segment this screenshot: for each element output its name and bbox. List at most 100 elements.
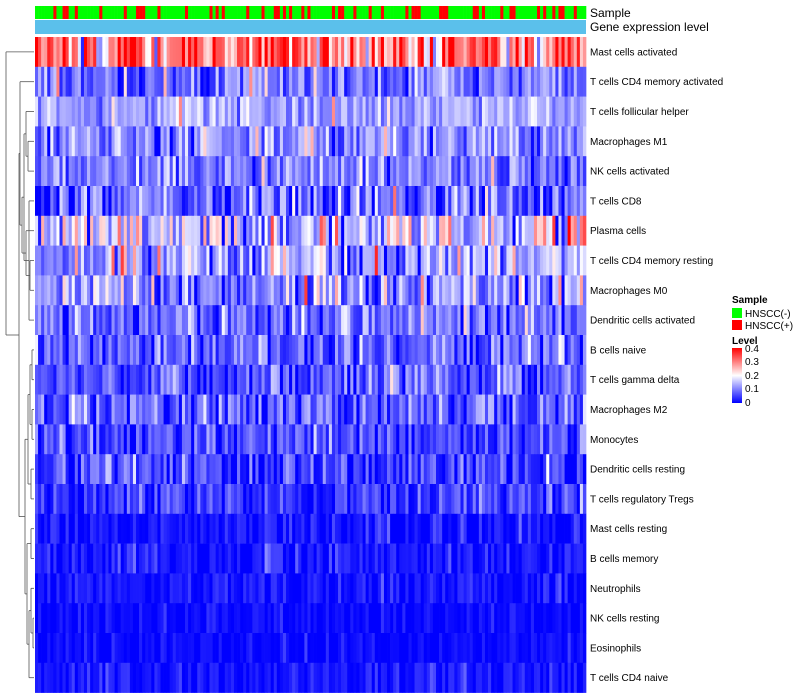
sample-annotation-cell (267, 6, 271, 19)
heatmap-cell (233, 394, 238, 425)
heatmap-cell (377, 513, 382, 544)
heatmap-cell (41, 424, 45, 455)
heatmap-cell (267, 573, 272, 604)
heatmap-cell (344, 424, 348, 455)
heatmap-cell (405, 454, 409, 485)
heatmap-cell (59, 513, 63, 544)
heatmap-cell (87, 513, 91, 544)
sample-annotation-cell (420, 6, 425, 19)
heatmap-cell (249, 662, 253, 693)
heatmap-cell (365, 245, 370, 276)
heatmap-cell (543, 186, 547, 217)
sample-annotation-cell (129, 6, 134, 19)
heatmap-cell (93, 662, 97, 693)
heatmap-cell (74, 126, 79, 157)
heatmap-cell (533, 454, 538, 485)
heatmap-cell (136, 543, 140, 574)
heatmap-cell (564, 662, 568, 693)
heatmap-cell (74, 156, 79, 187)
heatmap-cell (411, 186, 415, 217)
heatmap-cell (460, 573, 464, 604)
heatmap-cell (481, 603, 486, 634)
heatmap-cell (169, 573, 174, 604)
heatmap-cell (371, 156, 376, 187)
heatmap-cell (365, 573, 370, 604)
heatmap-cell (172, 603, 177, 634)
heatmap-cell (172, 662, 177, 693)
heatmap-cell (175, 484, 180, 515)
heatmap-cell (405, 66, 409, 97)
heatmap-cell (233, 96, 238, 127)
heatmap-cell (221, 215, 226, 246)
heatmap-cell (442, 215, 446, 246)
heatmap-cell (252, 394, 256, 425)
heatmap-cell (521, 335, 526, 366)
heatmap-cell (481, 454, 486, 485)
heatmap-cell (188, 156, 192, 187)
heatmap-cell (576, 513, 581, 544)
heatmap-cell (310, 424, 314, 455)
heatmap-cell (255, 424, 259, 455)
heatmap-cell (273, 603, 278, 634)
heatmap-cell (163, 513, 167, 544)
heatmap-cell (255, 633, 259, 664)
heatmap-cell (148, 633, 152, 664)
heatmap-cell (276, 37, 281, 68)
heatmap-cell (436, 126, 440, 157)
heatmap-cell (203, 394, 207, 425)
heatmap-cell (41, 66, 45, 97)
sample-annotation-cell (123, 6, 128, 19)
heatmap-cell (132, 186, 137, 217)
heatmap-cell (246, 186, 250, 217)
heatmap-cell (126, 454, 131, 485)
heatmap-cell (212, 245, 216, 276)
heatmap-cell (457, 96, 461, 127)
heatmap-cell (512, 424, 516, 455)
heatmap-cell (448, 275, 452, 306)
heatmap-cell (267, 275, 272, 306)
heatmap-cell (126, 543, 131, 574)
heatmap-cell (338, 186, 342, 217)
heatmap-cell (102, 573, 106, 604)
heatmap-cell (466, 364, 471, 395)
heatmap-cell (429, 662, 434, 693)
heatmap-cell (148, 66, 152, 97)
heatmap-cell (99, 66, 103, 97)
heatmap-cell (65, 335, 70, 366)
heatmap-cell (469, 454, 474, 485)
heatmap-cell (191, 96, 195, 127)
heatmap-cell (521, 305, 526, 336)
heatmap-cell (194, 156, 198, 187)
heatmap-cell (298, 543, 302, 574)
heatmap-cell (188, 543, 192, 574)
heatmap-cell (325, 156, 330, 187)
heatmap-cell (304, 126, 308, 157)
heatmap-cell (151, 275, 155, 306)
heatmap-cell (436, 186, 440, 217)
heatmap-cell (533, 66, 538, 97)
sample-annotation-cell (497, 6, 501, 19)
heatmap-cell (423, 364, 428, 395)
heatmap-cell (414, 394, 418, 425)
heatmap-cell (338, 603, 342, 634)
heatmap-cell (264, 573, 268, 604)
heatmap-cell (203, 484, 207, 515)
heatmap-cell (163, 215, 167, 246)
heatmap-cell (38, 394, 42, 425)
heatmap-cell (494, 305, 498, 336)
heatmap-cell (169, 633, 174, 664)
heatmap-cell (142, 364, 146, 395)
heatmap-cell (334, 633, 339, 664)
heatmap-cell (423, 156, 428, 187)
heatmap-cell (157, 603, 161, 634)
heatmap-cell (540, 126, 544, 157)
heatmap-cell (74, 215, 79, 246)
heatmap-cell (215, 156, 220, 187)
heatmap-cell (181, 424, 186, 455)
heatmap-cell (579, 603, 584, 634)
row-dendrogram (5, 51, 34, 679)
heatmap-cell (390, 215, 394, 246)
heatmap-cell (252, 424, 256, 455)
heatmap-cell (252, 603, 256, 634)
